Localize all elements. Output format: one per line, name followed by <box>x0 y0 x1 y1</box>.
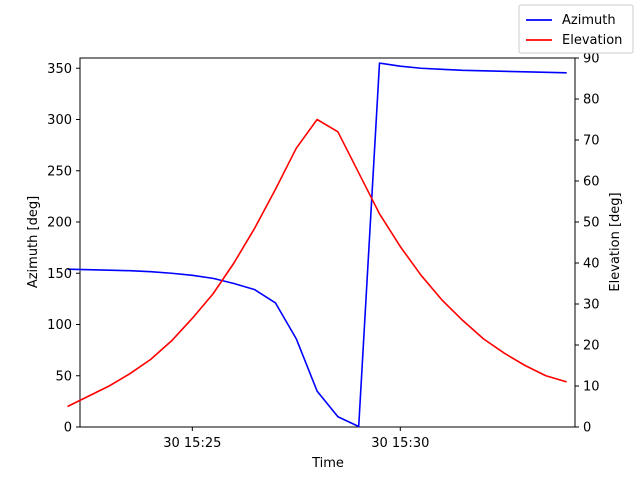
x-tick-label: 30 15:25 <box>163 436 221 451</box>
x-axis-label: Time <box>311 456 344 471</box>
series-lines <box>67 62 567 428</box>
y-right-tick-label: 30 <box>583 298 600 313</box>
y-right-tick-label: 40 <box>583 257 600 272</box>
y-right-tick-label: 60 <box>583 175 600 190</box>
y-right-tick-label: 50 <box>583 216 600 231</box>
y-axis-right-label: Elevation [deg] <box>608 192 623 291</box>
y-left-tick-label: 150 <box>47 267 72 282</box>
legend: Azimuth Elevation <box>518 4 634 54</box>
y-left-tick-label: 50 <box>55 369 72 384</box>
series-line-elevation <box>67 118 567 408</box>
y-right-tick-label: 90 <box>583 52 600 67</box>
y-right-tick-label: 80 <box>583 93 600 108</box>
y-right-tick-label: 10 <box>583 380 600 395</box>
plot-frame <box>79 57 576 428</box>
y-right-tick-label: 70 <box>583 134 600 149</box>
legend-label-elevation: Elevation <box>562 33 622 48</box>
y-left-tick-label: 250 <box>47 164 72 179</box>
y-left-tick-label: 100 <box>47 318 72 333</box>
y-right-tick-label: 0 <box>583 421 591 436</box>
y-right-tick-label: 20 <box>583 339 600 354</box>
y-axis-left-label: Azimuth [deg] <box>26 196 41 288</box>
legend-box <box>518 4 634 54</box>
y-left-tick-label: 300 <box>47 113 72 128</box>
tick-marks-and-labels: 30 15:25 30 15:30 0 50 100 150 200 250 300 350 0 10… <box>47 52 599 452</box>
axis-labels: Time Azimuth [deg] Elevation [deg] <box>26 192 623 471</box>
y-left-tick-label: 0 <box>64 421 72 436</box>
axes <box>79 57 576 428</box>
legend-label-azimuth: Azimuth <box>562 13 616 28</box>
series-line-azimuth <box>67 62 567 428</box>
x-tick-label: 30 15:30 <box>371 436 429 451</box>
y-left-tick-label: 200 <box>47 216 72 231</box>
y-left-tick-label: 350 <box>47 62 72 77</box>
